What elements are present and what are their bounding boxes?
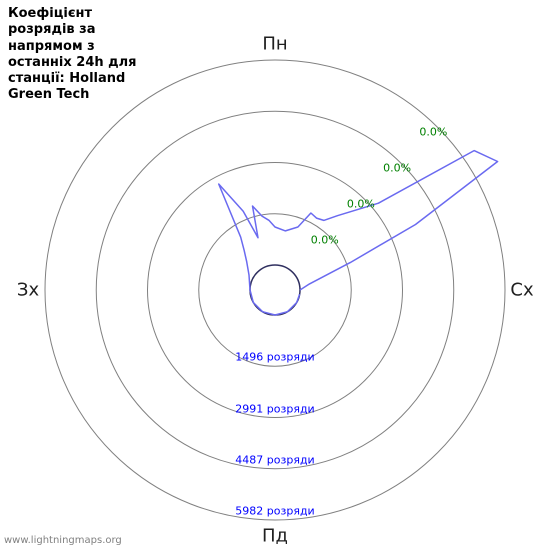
ring-label-bottom-4: 5982 розряди [235, 505, 314, 518]
ring-label-bottom-3: 4487 розряди [235, 453, 314, 466]
ring-label-bottom-2: 2991 розряди [235, 402, 314, 415]
dir-label-s: Пд [262, 526, 288, 547]
ring-label-ne-3: 0.0% [383, 161, 411, 174]
dir-label-n: Пн [262, 34, 287, 55]
dir-label-e: Сх [510, 280, 533, 301]
ring-label-ne-4: 0.0% [419, 125, 447, 138]
chart-title: Коефіцієнт розрядів за напрямом з останн… [8, 6, 138, 104]
footer-link: www.lightningmaps.org [4, 535, 122, 546]
ring-label-bottom-1: 1496 розряди [235, 351, 314, 364]
ring-label-ne-2: 0.0% [347, 198, 375, 211]
ring-label-ne-1: 0.0% [311, 234, 339, 247]
dir-label-w: Зх [17, 280, 39, 301]
